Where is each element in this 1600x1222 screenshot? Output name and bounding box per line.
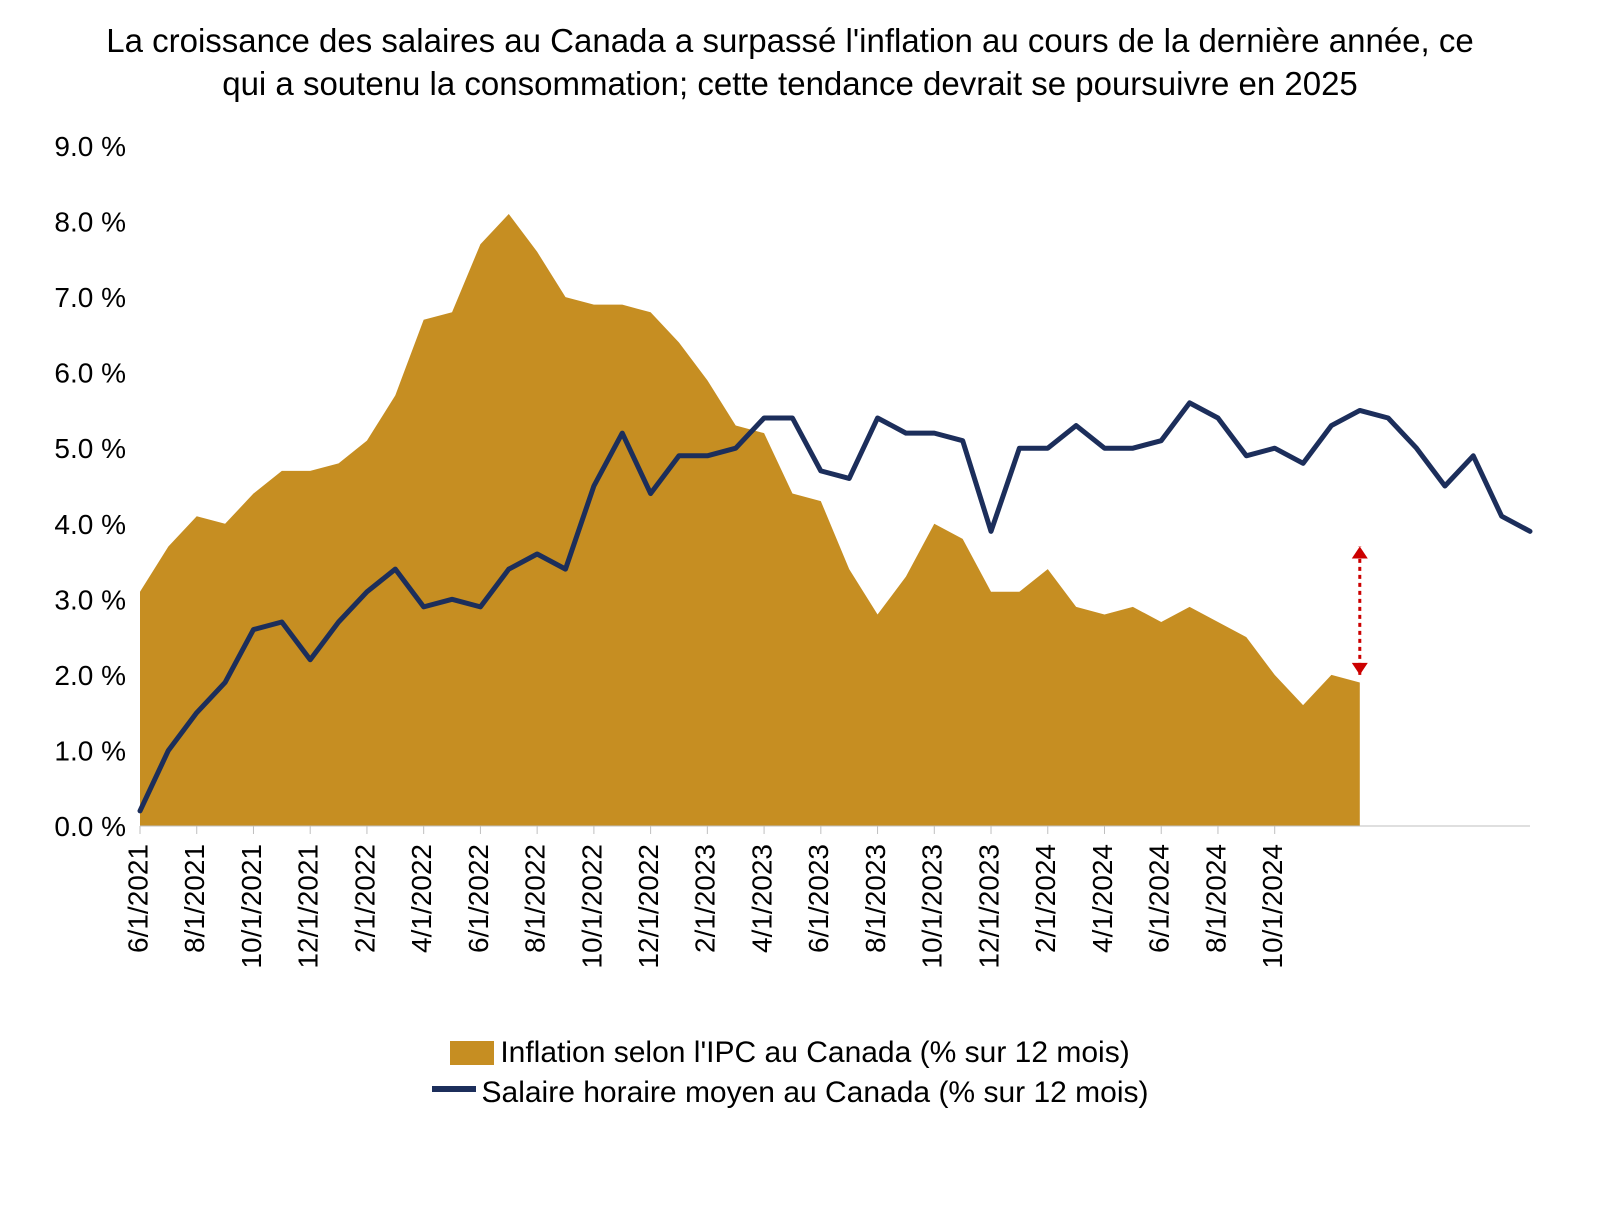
x-tick-label: 8/1/2024 — [1200, 844, 1231, 953]
x-tick-label: 12/1/2022 — [633, 844, 664, 969]
legend: Inflation selon l'IPC au Canada (% sur 1… — [20, 1036, 1560, 1110]
x-tick-label: 4/1/2024 — [1087, 844, 1118, 953]
gap-arrowhead-down — [1352, 663, 1368, 675]
legend-item-inflation: Inflation selon l'IPC au Canada (% sur 1… — [20, 1036, 1560, 1070]
y-tick-label: 1.0 % — [54, 735, 126, 766]
x-tick-label: 12/1/2023 — [973, 844, 1004, 969]
legend-label-inflation: Inflation selon l'IPC au Canada (% sur 1… — [500, 1036, 1129, 1070]
y-tick-label: 2.0 % — [54, 660, 126, 691]
y-tick-label: 4.0 % — [54, 509, 126, 540]
x-tick-label: 8/1/2021 — [179, 844, 210, 953]
chart-title: La croissance des salaires au Canada a s… — [90, 20, 1490, 106]
y-tick-label: 0.0 % — [54, 811, 126, 842]
x-tick-label: 10/1/2023 — [917, 844, 948, 969]
x-tick-label: 8/1/2023 — [860, 844, 891, 953]
x-tick-label: 10/1/2022 — [576, 844, 607, 969]
chart-area: 0.0 % 1.0 % 2.0 % 3.0 % 4.0 % 5.0 % 6.0 % 7.0 %… — [20, 126, 1560, 1026]
x-tick-label: 6/1/2024 — [1144, 844, 1175, 953]
x-tick-label: 2/1/2022 — [349, 844, 380, 953]
y-tick-label: 3.0 % — [54, 584, 126, 615]
y-tick-label: 5.0 % — [54, 433, 126, 464]
x-tick-label: 6/1/2022 — [463, 844, 494, 953]
legend-label-wages: Salaire horaire moyen au Canada (% sur 1… — [482, 1076, 1149, 1110]
x-tick-label: 10/1/2021 — [236, 844, 267, 969]
x-tick-label: 8/1/2022 — [520, 844, 551, 953]
y-tick-label: 8.0 % — [54, 206, 126, 237]
x-tick-label: 12/1/2021 — [293, 844, 324, 969]
x-tick-label: 4/1/2023 — [746, 844, 777, 953]
y-tick-label: 7.0 % — [54, 282, 126, 313]
x-tick-label: 2/1/2024 — [1030, 844, 1061, 953]
y-tick-label: 9.0 % — [54, 131, 126, 162]
legend-swatch-wages — [432, 1086, 476, 1092]
y-tick-label: 6.0 % — [54, 357, 126, 388]
x-tick-label: 6/1/2023 — [803, 844, 834, 953]
inflation-area — [140, 214, 1360, 826]
legend-item-wages: Salaire horaire moyen au Canada (% sur 1… — [20, 1076, 1560, 1110]
gap-arrowhead-up — [1352, 546, 1368, 558]
legend-swatch-inflation — [450, 1041, 494, 1065]
x-tick-label: 6/1/2021 — [122, 844, 153, 953]
x-tick-label: 2/1/2023 — [690, 844, 721, 953]
x-tick-label: 10/1/2024 — [1257, 844, 1288, 969]
x-tick-label: 4/1/2022 — [406, 844, 437, 953]
chart-container: La croissance des salaires au Canada a s… — [0, 0, 1600, 1222]
chart-svg: 0.0 % 1.0 % 2.0 % 3.0 % 4.0 % 5.0 % 6.0 % 7.0 %… — [20, 126, 1560, 1026]
